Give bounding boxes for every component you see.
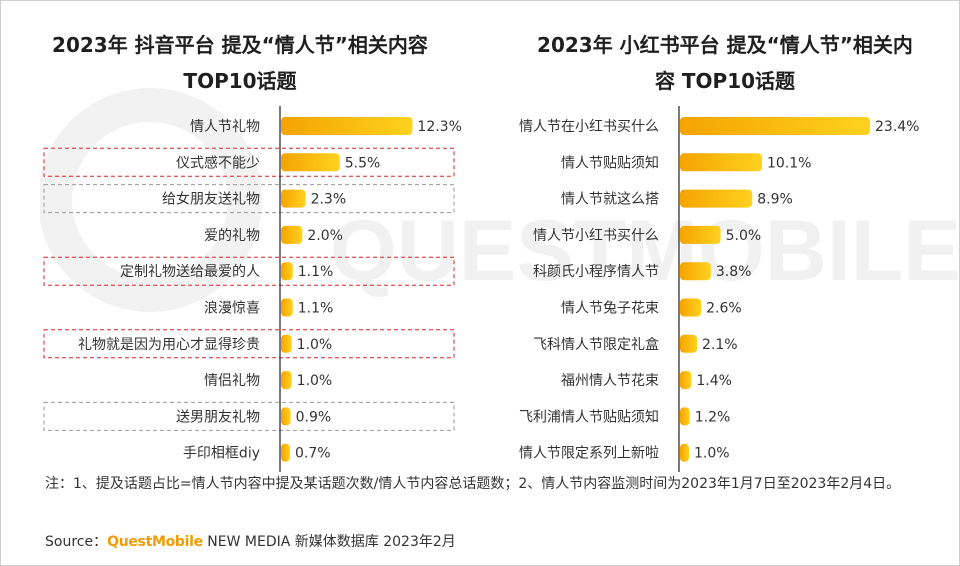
left-bar: [281, 298, 293, 317]
left-chart-title: 2023年 抖音平台 提及“情人节”相关内容 TOP10话题: [30, 27, 450, 99]
left-value-label: 1.1%: [298, 264, 334, 280]
right-bar: [680, 407, 690, 426]
right-bar: [680, 262, 711, 281]
right-value-label: 1.0%: [694, 446, 730, 462]
left-category-label: 送男朋友礼物: [176, 409, 260, 425]
left-bar: [281, 262, 293, 281]
left-value-label: 5.5%: [345, 155, 381, 171]
left-highlight-box: [43, 401, 455, 431]
left-bar: [281, 443, 290, 462]
left-value-label: 0.7%: [295, 446, 331, 462]
right-bar: [680, 225, 721, 244]
left-category-label: 爱的礼物: [204, 228, 260, 244]
left-value-label: 0.9%: [296, 409, 332, 425]
left-value-label: 2.3%: [311, 192, 347, 208]
right-category-label: 情人节小红书买什么: [533, 228, 659, 244]
left-highlight-box: [43, 184, 455, 214]
right-value-label: 3.8%: [716, 264, 752, 280]
right-value-label: 1.2%: [695, 409, 731, 425]
right-category-label: 情人节在小红书买什么: [519, 119, 659, 135]
right-bar: [680, 371, 692, 390]
right-category-label: 情人节兔子花束: [561, 301, 659, 317]
right-value-label: 8.9%: [757, 192, 793, 208]
left-category-label: 手印相框diy: [183, 446, 260, 462]
right-chart-title: 2023年 小红书平台 提及“情人节”相关内 容 TOP10话题: [515, 27, 935, 99]
left-value-label: 1.1%: [298, 301, 334, 317]
right-chart-title-line1: 2023年 小红书平台 提及“情人节”相关内: [537, 33, 913, 57]
right-bar: [680, 298, 702, 317]
right-value-label: 10.1%: [767, 155, 811, 171]
source-detail: NEW MEDIA 新媒体数据库 2023年2月: [202, 534, 456, 550]
left-category-label: 仪式感不能少: [176, 154, 260, 171]
left-category-label: 定制礼物送给最爱的人: [120, 264, 260, 280]
right-value-label: 5.0%: [726, 228, 762, 244]
left-value-label: 1.0%: [297, 337, 333, 353]
left-bar: [281, 189, 306, 208]
left-chart-title-line2: TOP10话题: [183, 69, 297, 93]
source-brand: QuestMobile: [107, 534, 203, 550]
left-chart-title-line1: 2023年 抖音平台 提及“情人节”相关内容: [52, 33, 428, 57]
left-bar: [281, 117, 413, 135]
right-bar: [680, 117, 870, 135]
right-value-label: 2.1%: [702, 337, 738, 353]
right-bar: [680, 153, 763, 172]
right-value-label: 2.6%: [706, 301, 742, 317]
left-bar: [281, 371, 292, 390]
left-highlight-box: [43, 147, 455, 177]
right-bar: [680, 334, 698, 353]
right-bar: [680, 189, 753, 208]
left-category-label: 礼物就是因为用心才显得珍贵: [78, 336, 260, 353]
left-bar: [281, 153, 340, 172]
left-value-label: 12.3%: [417, 119, 461, 135]
footnote: 注：1、提及话题占比=情人节内容中提及某话题次数/情人节内容总话题数；2、情人节…: [45, 476, 901, 492]
left-value-label: 1.0%: [297, 373, 333, 389]
right-category-label: 情人节贴贴须知: [561, 154, 659, 171]
left-category-label: 情侣礼物: [204, 373, 260, 389]
left-bar: [281, 225, 303, 244]
right-category-label: 福州情人节花束: [561, 373, 659, 389]
source-line: Source：QuestMobile NEW MEDIA 新媒体数据库 2023…: [45, 531, 456, 551]
right-value-label: 23.4%: [875, 119, 919, 135]
right-category-label: 科颜氏小程序情人节: [533, 264, 659, 280]
left-category-label: 给女朋友送礼物: [162, 191, 260, 208]
right-category-label: 情人节限定系列上新啦: [519, 445, 659, 462]
right-bar: [680, 443, 689, 462]
source-label: Source：: [45, 534, 108, 550]
right-value-label: 1.4%: [696, 373, 732, 389]
right-category-label: 飞科情人节限定礼盒: [533, 336, 659, 353]
right-category-label: 飞利浦情人节贴贴须知: [519, 408, 659, 425]
left-category-label: 浪漫惊喜: [204, 301, 260, 317]
left-bar: [281, 334, 292, 353]
left-bar: [281, 407, 291, 426]
right-category-label: 情人节就这么搭: [561, 191, 659, 208]
left-category-label: 情人节礼物: [190, 119, 260, 135]
left-highlight-box: [43, 329, 455, 359]
left-highlight-box: [43, 256, 455, 286]
right-chart-title-line2: 容 TOP10话题: [654, 69, 796, 93]
left-value-label: 2.0%: [307, 228, 343, 244]
